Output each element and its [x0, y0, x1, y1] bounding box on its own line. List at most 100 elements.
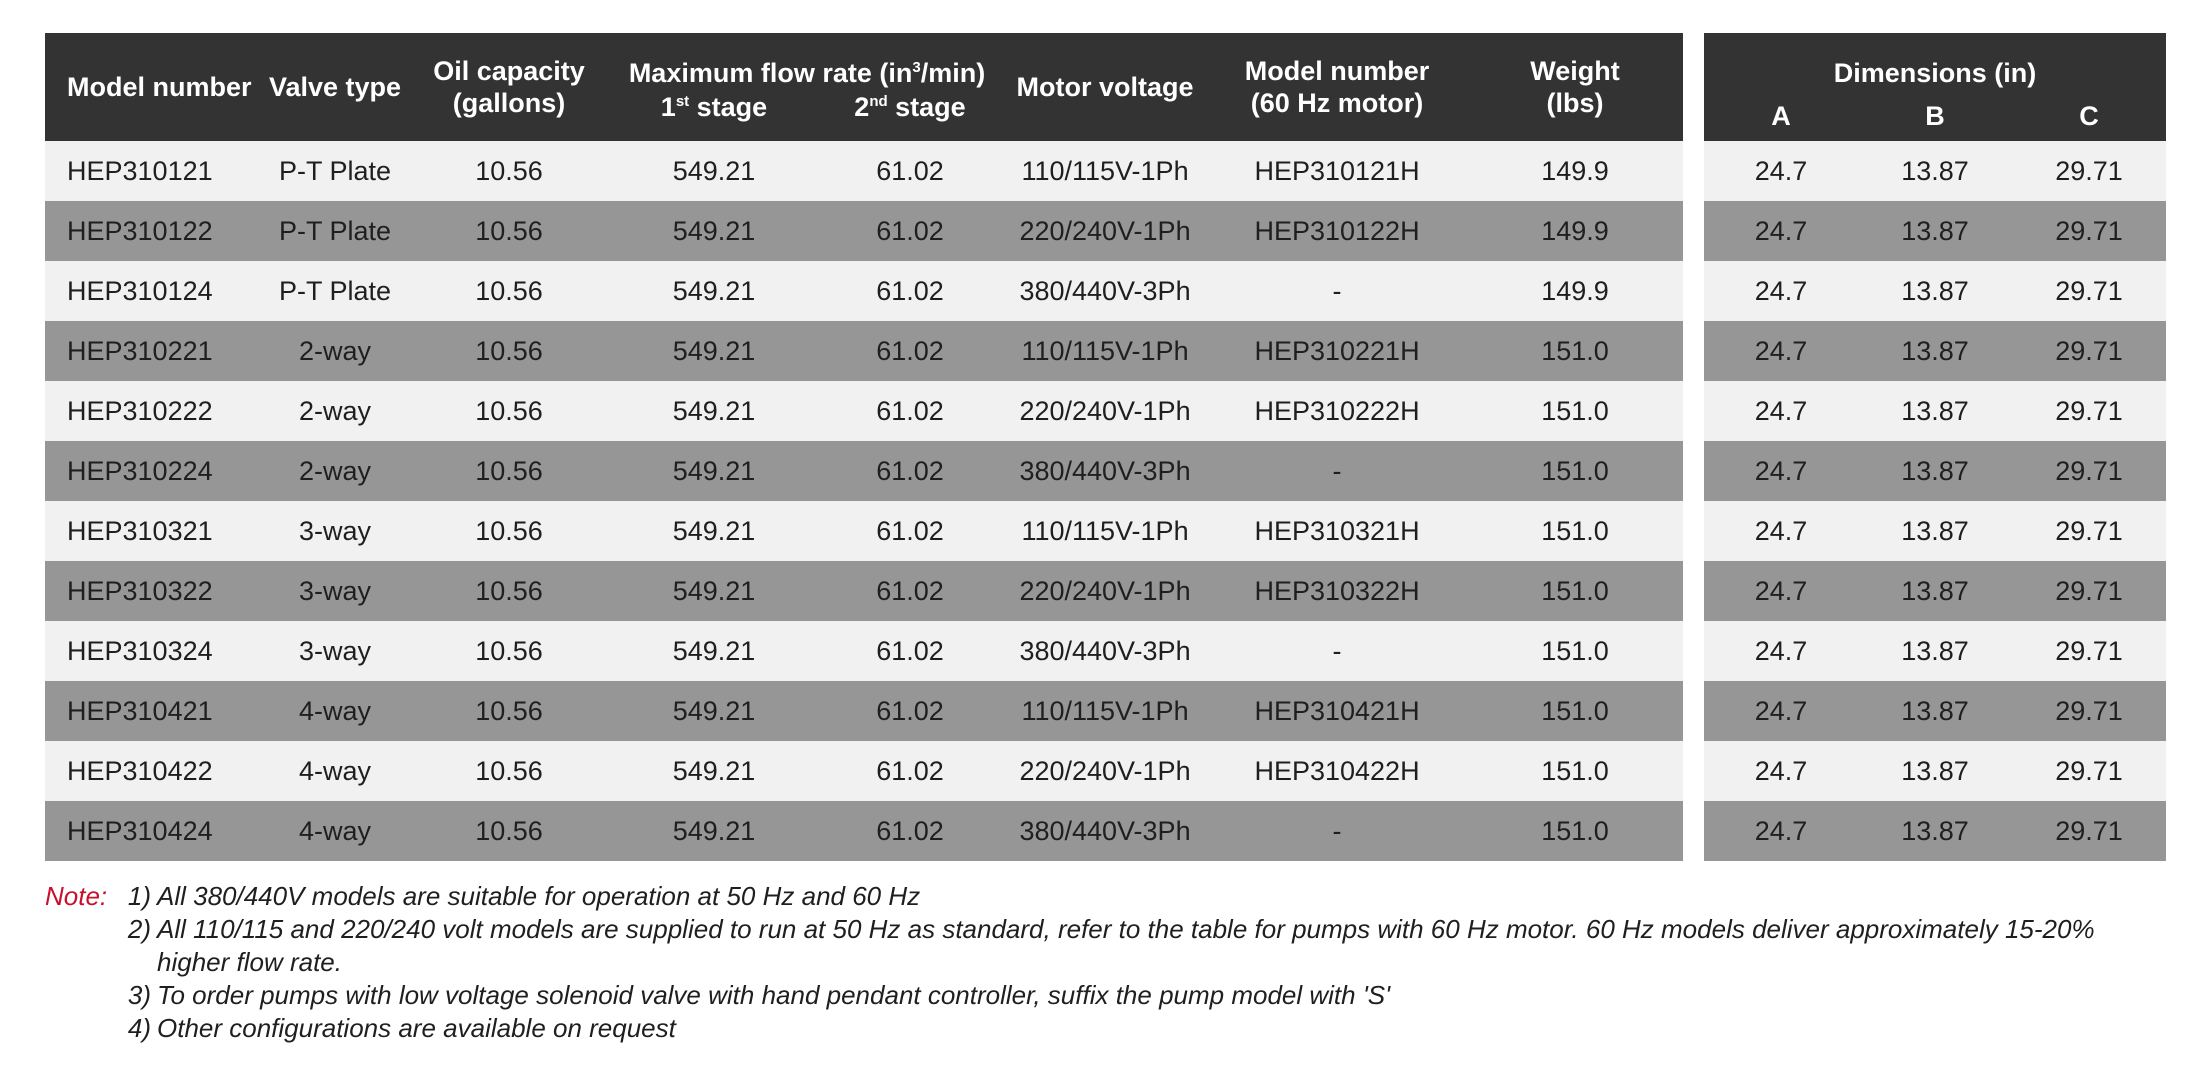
cell-motor-voltage: 110/115V-1Ph [1003, 681, 1208, 741]
cell-dim-c: 29.71 [2012, 201, 2167, 261]
table-row: HEP310422 4-way 10.56 549.21 61.02 220/240V-1… [45, 741, 1684, 801]
cell-model-60hz: HEP310221H [1207, 321, 1468, 381]
table-row: HEP310321 3-way 10.56 549.21 61.02 110/115V-1… [45, 501, 1684, 561]
cell-model-60hz: HEP310322H [1207, 561, 1468, 621]
header-valve-type: Valve type [263, 33, 407, 141]
cell-flow-stage-1: 549.21 [611, 441, 817, 501]
cell-weight: 151.0 [1467, 501, 1684, 561]
cell-flow-stage-2: 61.02 [817, 561, 1004, 621]
cell-model: HEP310324 [45, 621, 263, 681]
cell-model-60hz: - [1207, 621, 1468, 681]
header-dimensions: Dimensions (in) [1704, 33, 2167, 91]
cell-model: HEP310322 [45, 561, 263, 621]
cell-valve-type: 4-way [263, 741, 407, 801]
cell-dim-a: 24.7 [1704, 801, 1858, 861]
cell-dim-a: 24.7 [1704, 741, 1858, 801]
cell-model: HEP310424 [45, 801, 263, 861]
dimension-row: 24.7 13.87 29.71 [1704, 561, 2167, 621]
cell-model: HEP310321 [45, 501, 263, 561]
cell-flow-stage-1: 549.21 [611, 201, 817, 261]
cell-flow-stage-2: 61.02 [817, 681, 1004, 741]
note-text: All 380/440V models are suitable for ope… [157, 881, 921, 911]
cell-oil-capacity: 10.56 [407, 201, 611, 261]
header-stage-1-word: stage [689, 92, 768, 122]
cell-model: HEP310124 [45, 261, 263, 321]
cell-valve-type: 2-way [263, 321, 407, 381]
cell-flow-stage-1: 549.21 [611, 501, 817, 561]
cell-oil-capacity: 10.56 [407, 681, 611, 741]
cell-valve-type: P-T Plate [263, 261, 407, 321]
cell-dim-b: 13.87 [1858, 501, 2012, 561]
cell-model: HEP310422 [45, 741, 263, 801]
cell-weight: 151.0 [1467, 321, 1684, 381]
dimension-row: 24.7 13.87 29.71 [1704, 141, 2167, 201]
cell-motor-voltage: 380/440V-3Ph [1003, 441, 1208, 501]
table-row: HEP310322 3-way 10.56 549.21 61.02 220/240V-1… [45, 561, 1684, 621]
header-model-60hz: Model number (60 Hz motor) [1207, 33, 1468, 141]
cell-valve-type: 2-way [263, 381, 407, 441]
cell-motor-voltage: 380/440V-3Ph [1003, 261, 1208, 321]
cell-motor-voltage: 380/440V-3Ph [1003, 621, 1208, 681]
header-stage-1-sup: st [675, 93, 690, 110]
cell-valve-type: P-T Plate [263, 201, 407, 261]
cell-dim-a: 24.7 [1704, 381, 1858, 441]
dimension-row: 24.7 13.87 29.71 [1704, 741, 2167, 801]
header-dim-a: A [1704, 91, 1858, 141]
cell-flow-stage-1: 549.21 [611, 261, 817, 321]
header-max-flow-pre: Maximum flow rate (in [628, 57, 913, 88]
cell-dim-b: 13.87 [1858, 741, 2012, 801]
cell-weight: 151.0 [1467, 381, 1684, 441]
cell-valve-type: 4-way [263, 801, 407, 861]
cell-dim-b: 13.87 [1858, 321, 2012, 381]
cell-oil-capacity: 10.56 [407, 741, 611, 801]
cell-dim-c: 29.71 [2012, 681, 2167, 741]
note-number: 1) [127, 881, 151, 911]
cell-model: HEP310224 [45, 441, 263, 501]
cell-dim-c: 29.71 [2012, 561, 2167, 621]
header-dim-b: B [1858, 91, 2012, 141]
cell-flow-stage-1: 549.21 [611, 741, 817, 801]
cell-valve-type: 4-way [263, 681, 407, 741]
dimension-row: 24.7 13.87 29.71 [1704, 621, 2167, 681]
cell-dim-c: 29.71 [2012, 801, 2167, 861]
cell-weight: 151.0 [1467, 801, 1684, 861]
cell-motor-voltage: 110/115V-1Ph [1003, 321, 1208, 381]
cell-flow-stage-2: 61.02 [817, 261, 1004, 321]
table-row: HEP310221 2-way 10.56 549.21 61.02 110/115V-1… [45, 321, 1684, 381]
dimension-row: 24.7 13.87 29.71 [1704, 261, 2167, 321]
cell-weight: 151.0 [1467, 561, 1684, 621]
cell-flow-stage-1: 549.21 [611, 801, 817, 861]
cell-weight: 151.0 [1467, 741, 1684, 801]
spec-table-body: HEP310121 P-T Plate 10.56 549.21 61.02 110/11… [45, 141, 1684, 861]
header-motor-voltage: Motor voltage [1003, 33, 1208, 141]
note-label: Note: [45, 881, 108, 911]
cell-dim-a: 24.7 [1704, 681, 1858, 741]
cell-oil-capacity: 10.56 [407, 381, 611, 441]
cell-dim-c: 29.71 [2012, 621, 2167, 681]
cell-dim-b: 13.87 [1858, 681, 2012, 741]
cell-flow-stage-2: 61.02 [817, 321, 1004, 381]
cell-flow-stage-2: 61.02 [817, 381, 1004, 441]
header-max-flow-rate: Maximum flow rate (in3/min) [611, 33, 1004, 91]
cell-dim-a: 24.7 [1704, 261, 1858, 321]
header-stage-2-word: stage [887, 92, 966, 122]
cell-model-60hz: HEP310421H [1207, 681, 1468, 741]
cell-model: HEP310421 [45, 681, 263, 741]
cell-motor-voltage: 220/240V-1Ph [1003, 381, 1208, 441]
dimension-row: 24.7 13.87 29.71 [1704, 801, 2167, 861]
note-text: To order pumps with low voltage solenoid… [157, 980, 1391, 1010]
cell-weight: 151.0 [1467, 621, 1684, 681]
cell-model: HEP310222 [45, 381, 263, 441]
cell-flow-stage-1: 549.21 [611, 681, 817, 741]
header-model-60hz-line1: Model number [1244, 55, 1430, 86]
cell-weight: 149.9 [1467, 201, 1684, 261]
note-number: 3) [127, 980, 151, 1010]
note-indent [45, 913, 121, 979]
cell-dim-b: 13.87 [1858, 261, 2012, 321]
header-oil-capacity-line1: Oil capacity [433, 55, 585, 86]
cell-dim-a: 24.7 [1704, 321, 1858, 381]
cell-oil-capacity: 10.56 [407, 501, 611, 561]
header-oil-capacity-line2: (gallons) [452, 88, 566, 118]
cell-motor-voltage: 110/115V-1Ph [1003, 141, 1208, 201]
cell-dim-b: 13.87 [1858, 441, 2012, 501]
